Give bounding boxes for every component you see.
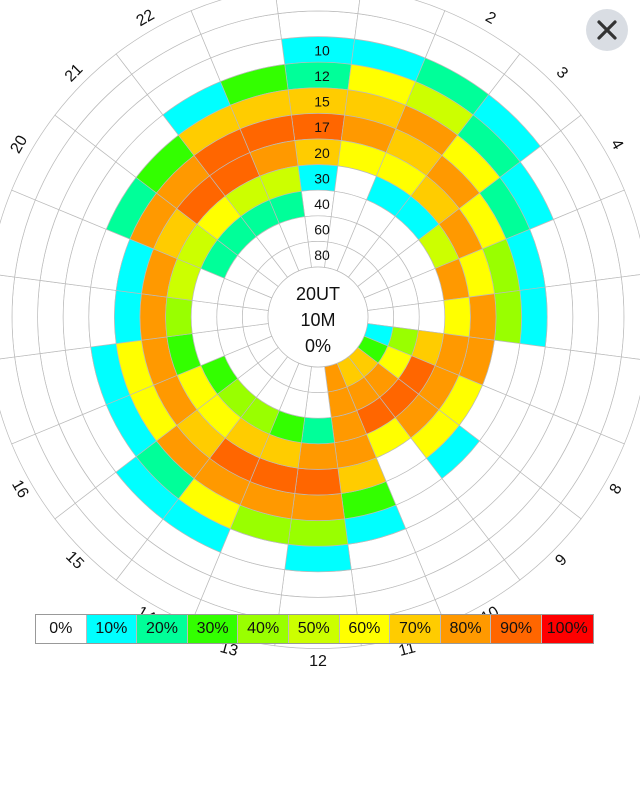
hour-label: 3 <box>553 64 571 82</box>
heat-cell-h18-r12 <box>62 283 92 351</box>
center-text-line: 0% <box>305 336 331 356</box>
hour-label: 11 <box>397 639 418 660</box>
ring-label: 12 <box>314 68 330 84</box>
close-button[interactable] <box>586 9 628 51</box>
heat-cell-h6-r12 <box>544 283 574 351</box>
heat-cell-h12-r20 <box>294 467 342 496</box>
legend-swatch: 10% <box>86 615 138 643</box>
ring-label: 80 <box>314 247 330 263</box>
legend-swatch: 0% <box>36 615 87 643</box>
heat-cell-h12-r10 <box>281 569 355 598</box>
legend-swatch: 100% <box>541 615 593 643</box>
ring-label: 30 <box>314 170 330 186</box>
heat-cell-h6-r17 <box>494 290 522 344</box>
heat-cell-h12-r12 <box>284 543 352 573</box>
hour-label: 21 <box>62 61 87 86</box>
heat-cell-h6-r40 <box>417 300 446 334</box>
legend-swatch: 70% <box>390 615 441 643</box>
hour-label: 20 <box>8 133 32 157</box>
heat-cell-h18-r60 <box>216 303 244 331</box>
heat-cell-h12-r17 <box>291 493 345 521</box>
heat-cell-h12-r40 <box>301 416 335 445</box>
heat-cell-h12-r60 <box>304 391 332 419</box>
legend-swatch: 30% <box>187 615 239 643</box>
heat-cell-h6-r60 <box>392 303 420 331</box>
heat-cell-h6-r30 <box>443 296 471 338</box>
hour-label: 4 <box>607 136 626 152</box>
ring-label: 20 <box>314 145 330 161</box>
legend-swatch: 80% <box>440 615 492 643</box>
hour-label: 15 <box>62 548 87 573</box>
heat-cell-h6-r20 <box>468 293 497 341</box>
heat-cell-h18-r17 <box>114 290 142 344</box>
heat-cell-h18-r30 <box>165 296 193 338</box>
outer-band-cell <box>190 0 279 35</box>
hour-label: 13 <box>218 639 240 660</box>
hour-label: 22 <box>134 6 158 30</box>
legend-swatch: 20% <box>137 615 188 643</box>
legend-swatch: 50% <box>288 615 340 643</box>
heat-cell-h6-r15 <box>519 286 548 348</box>
outer-band-cell <box>595 276 625 358</box>
legend-swatch: 40% <box>238 615 289 643</box>
hour-label: 16 <box>8 477 32 501</box>
outer-band-cell <box>620 274 640 360</box>
close-icon <box>597 20 617 40</box>
center-text-line: 10M <box>300 310 335 330</box>
legend-swatch: 60% <box>339 615 391 643</box>
ring-label: 60 <box>314 222 330 238</box>
hour-label: 12 <box>309 653 327 670</box>
ring-label: 40 <box>314 196 330 212</box>
heat-cell-h18-r20 <box>139 293 168 341</box>
ring-label: 17 <box>314 119 330 135</box>
heat-cell-h18-r40 <box>190 300 219 334</box>
heat-cell-h6-r10 <box>570 280 599 354</box>
ring-label: 10 <box>314 42 330 58</box>
center-circle <box>267 266 369 368</box>
heat-cell-h18-r15 <box>88 286 117 348</box>
hour-label: 9 <box>552 551 570 569</box>
heat-cell-h18-r10 <box>37 280 66 354</box>
center-text-line: 20UT <box>296 284 340 304</box>
color-legend: 0% 10% 20% 30% 40% 50% 60% 70% 80% 90% 100% <box>35 614 594 644</box>
outer-band-cell <box>277 10 359 40</box>
legend-swatch: 90% <box>491 615 542 643</box>
heat-cell-h12-r30 <box>297 442 339 470</box>
hour-label: 2 <box>482 9 498 28</box>
hour-label: 8 <box>607 481 626 497</box>
heat-cell-h12-r15 <box>287 518 349 547</box>
outer-band-cell <box>11 276 41 358</box>
ring-label: 15 <box>314 94 330 110</box>
